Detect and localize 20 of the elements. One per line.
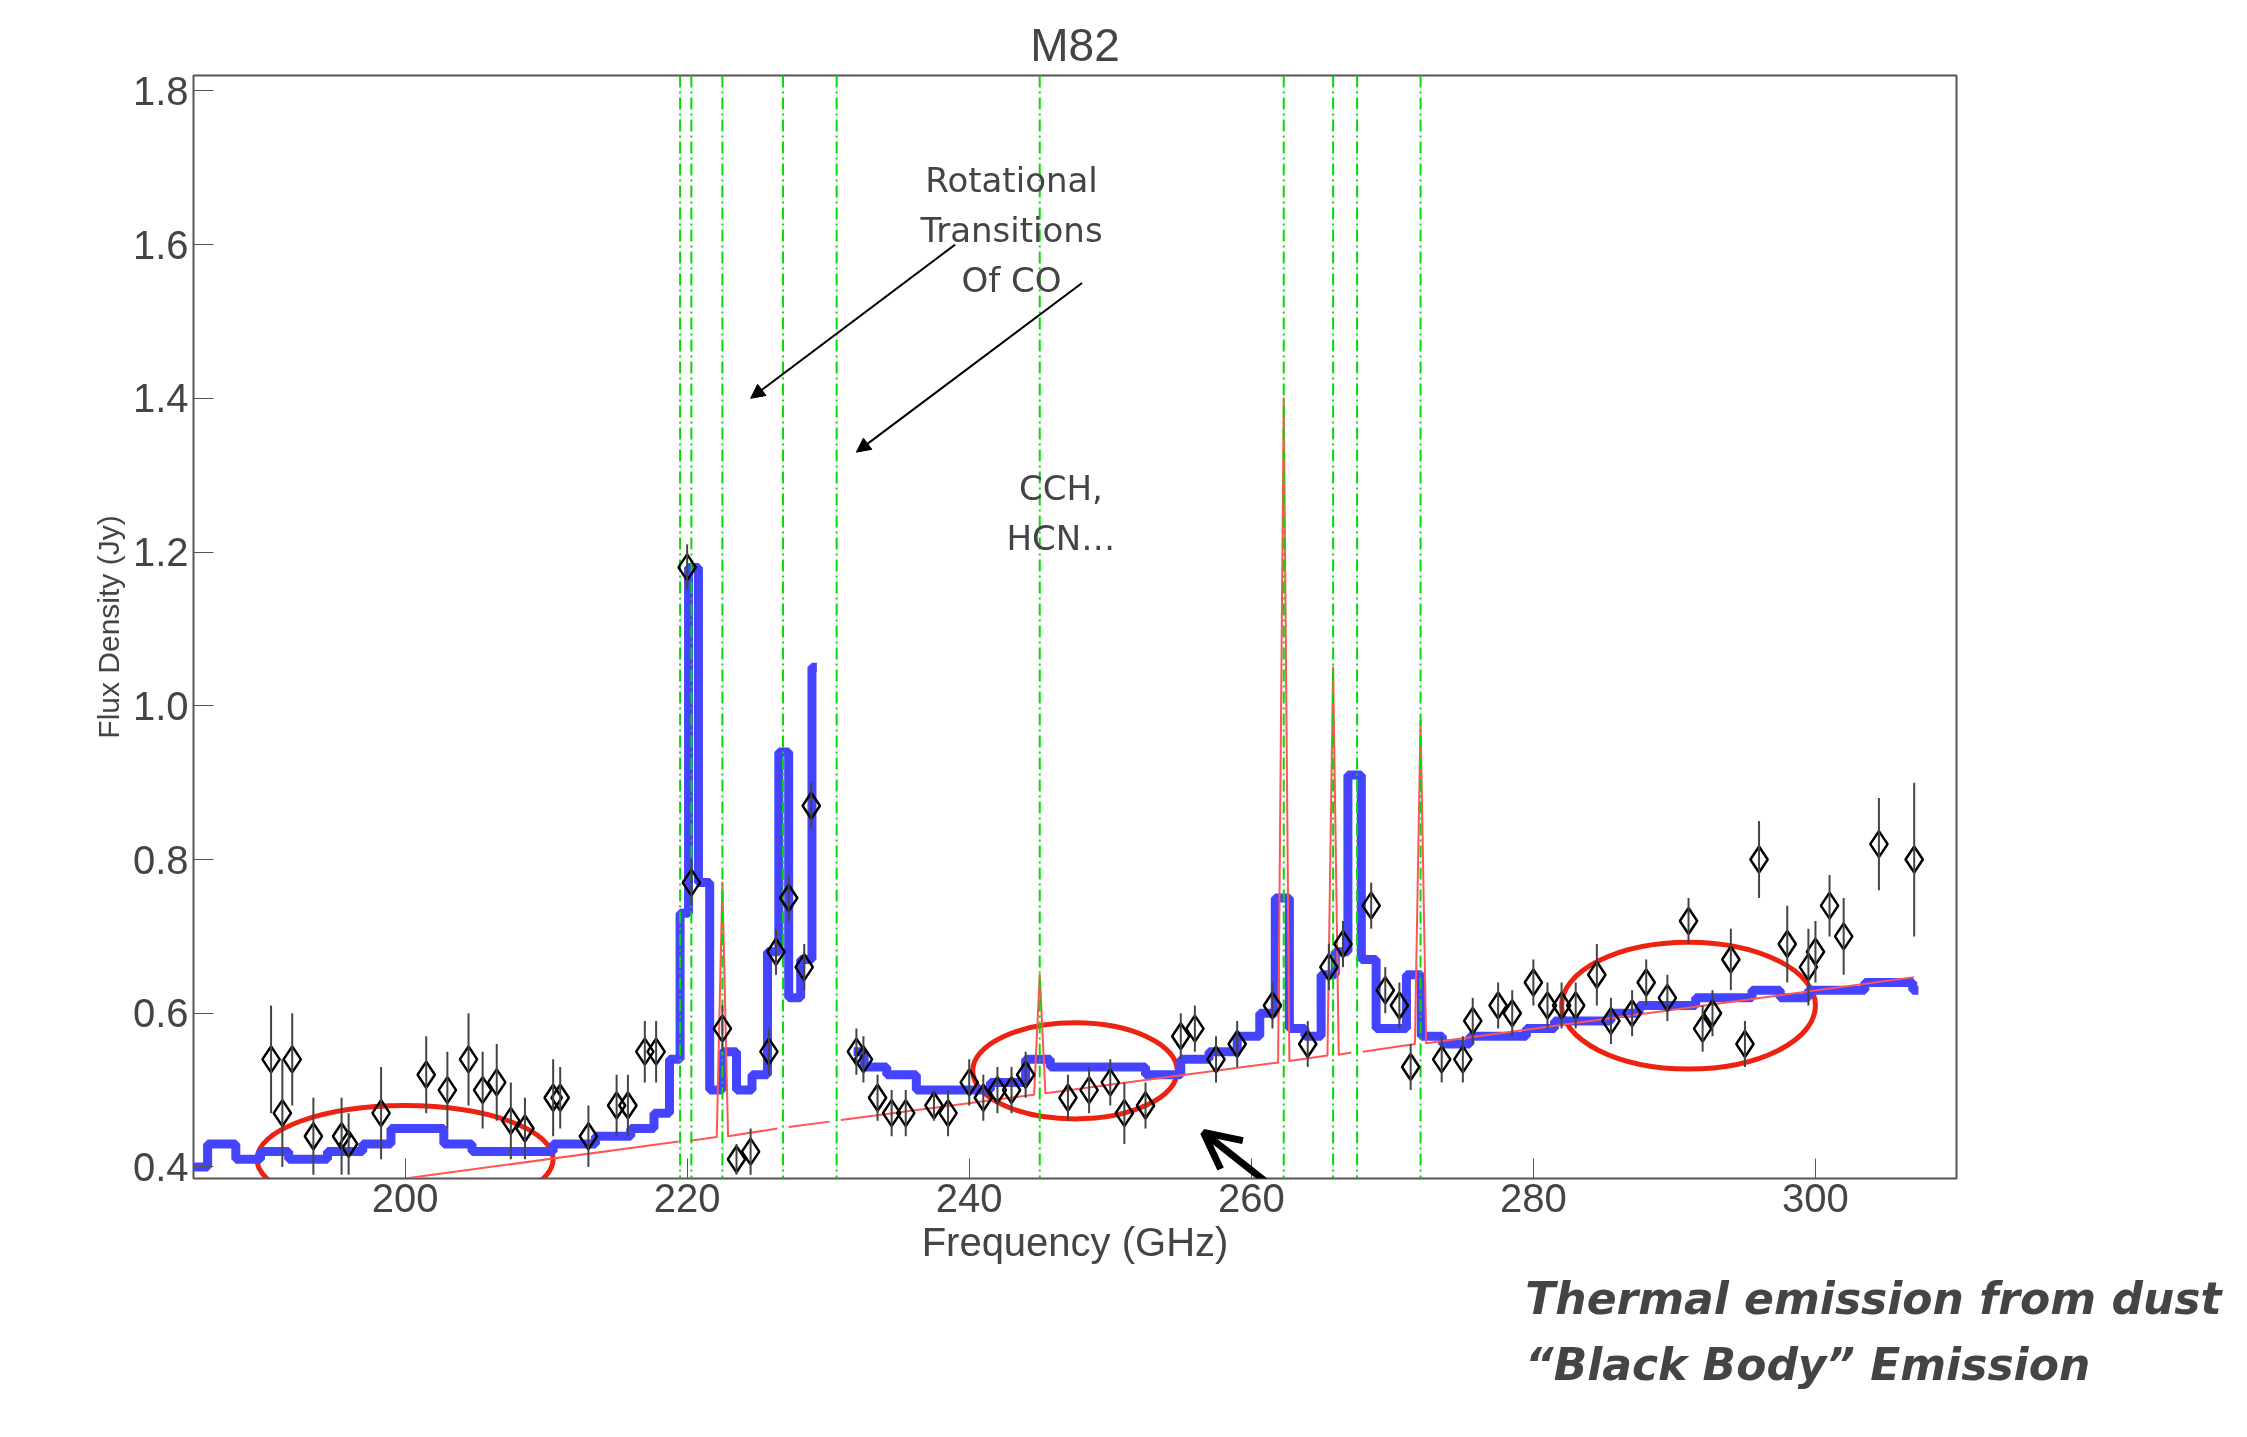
y-tick-label: 1.8 <box>132 68 189 113</box>
y-tick-label: 0.4 <box>132 1144 189 1189</box>
chart-title: M82 <box>1030 18 1120 71</box>
y-tick-label: 1.2 <box>132 530 189 575</box>
y-tick-label: 1.0 <box>132 683 189 728</box>
x-tick-label: 300 <box>1782 1175 1849 1220</box>
y-tick-label: 1.4 <box>132 376 189 421</box>
x-tick-label: 240 <box>935 1175 1003 1220</box>
y-tick-label: 0.6 <box>132 991 189 1036</box>
x-tick-label: 260 <box>1217 1175 1285 1220</box>
x-tick-label: 280 <box>1500 1175 1567 1220</box>
x-tick-label: 220 <box>653 1175 721 1220</box>
y-axis-title: Flux Density (Jy) <box>91 515 125 739</box>
annotation: CCH, HCN… <box>1006 467 1116 558</box>
x-tick-label: 200 <box>371 1175 439 1220</box>
annotation: Rotational Transitions Of CO <box>919 160 1103 301</box>
y-tick-label: 0.8 <box>132 837 189 882</box>
x-axis-title: Frequency (GHz) <box>921 1219 1229 1264</box>
text: Thermal emission from dust “Black Body” Emission <box>1525 1273 2224 1391</box>
y-tick-label: 1.6 <box>132 222 189 267</box>
